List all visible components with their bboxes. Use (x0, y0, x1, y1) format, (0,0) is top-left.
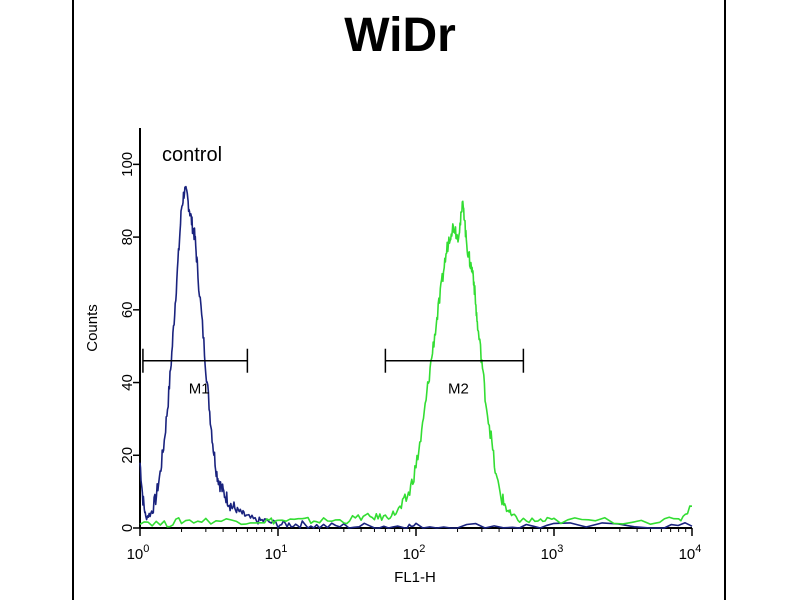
y-tick-label: 20 (119, 447, 136, 464)
x-tick-label: 100 (127, 543, 150, 563)
x-axis-label: FL1-H (394, 569, 436, 586)
marker-label: M1 (189, 381, 210, 398)
histogram-series (139, 185, 693, 529)
x-tick-label: 103 (541, 543, 564, 563)
y-tick-label: 80 (119, 229, 136, 246)
y-tick-label: 100 (119, 152, 136, 177)
y-tick-label: 40 (119, 374, 136, 391)
y-tick-label: 0 (119, 524, 136, 532)
histogram-line-1 (139, 185, 693, 529)
chart-title: WiDr (344, 9, 456, 62)
gate-markers: M1 M2 (142, 348, 525, 398)
chart-frame (72, 0, 726, 600)
plot-area: 0 20 40 60 80 100 100 101 102 103 104 M1 M2 (119, 128, 701, 563)
control-label: control (162, 144, 222, 166)
x-tick-label: 102 (403, 543, 426, 563)
x-axis-ticks: 100 101 102 103 104 (127, 528, 702, 563)
histogram-line-2 (139, 200, 693, 528)
y-tick-label: 60 (119, 301, 136, 318)
marker-label: M2 (448, 381, 469, 398)
x-tick-label: 104 (679, 543, 702, 563)
y-axis-label: Counts (84, 304, 101, 352)
x-tick-label: 101 (265, 543, 288, 563)
y-axis-ticks: 0 20 40 60 80 100 (119, 152, 140, 532)
